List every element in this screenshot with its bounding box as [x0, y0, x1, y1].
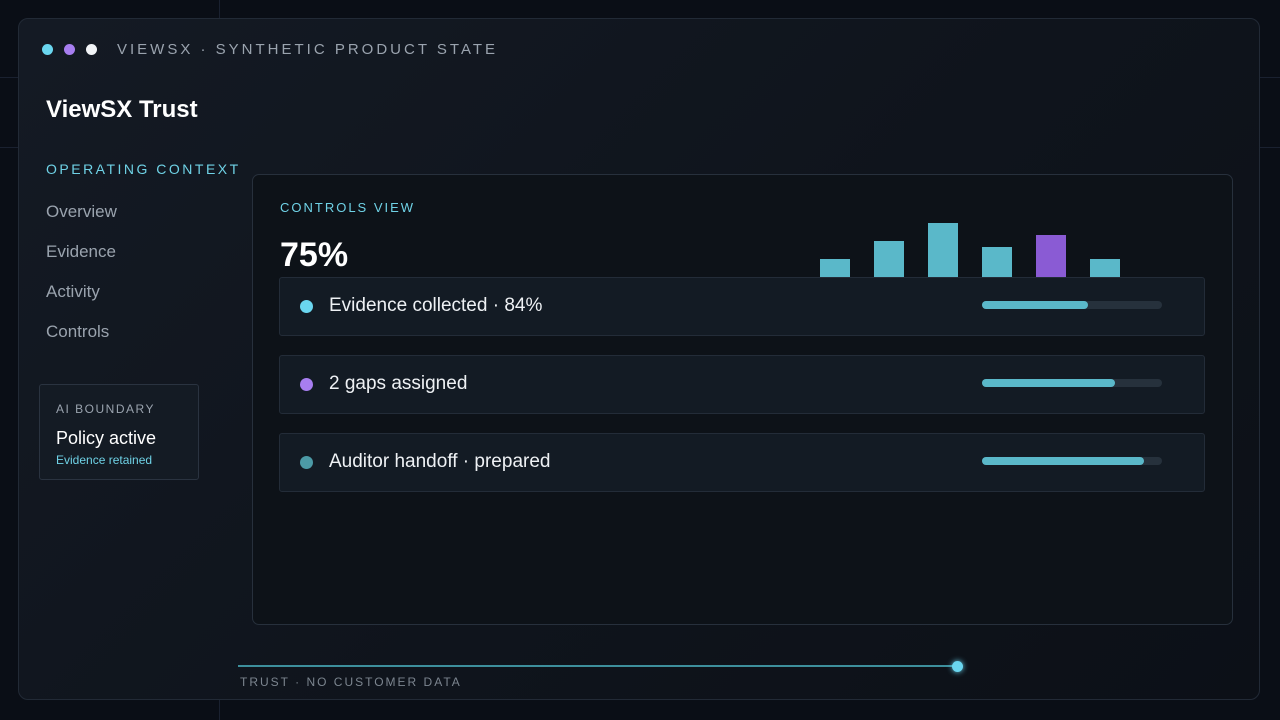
ai-boundary-card: AI BOUNDARY Policy active Evidence retai…: [39, 384, 199, 480]
window-dot-purple[interactable]: [64, 43, 75, 55]
status-row-handoff[interactable]: Auditor handoff · prepared: [279, 433, 1205, 492]
chart-bar: [1090, 259, 1120, 277]
progress-fill: [982, 379, 1116, 387]
chart-bar: [928, 223, 958, 277]
window-titlebar: VIEWSX · SYNTHETIC PRODUCT STATE: [42, 40, 498, 58]
sidebar-nav: Overview Evidence Activity Controls: [46, 200, 117, 360]
window-dot-cyan[interactable]: [42, 43, 53, 55]
window-dot-white[interactable]: [86, 43, 97, 55]
chart-bar: [820, 259, 850, 277]
sidebar-section-label: OPERATING CONTEXT: [46, 161, 241, 177]
status-row-text: 2 gaps assigned: [329, 373, 468, 394]
controls-metric: 75%: [280, 236, 349, 274]
sidebar-item-controls[interactable]: Controls: [46, 322, 110, 341]
sidebar-item-evidence[interactable]: Evidence: [46, 242, 116, 261]
sidebar-item-activity[interactable]: Activity: [46, 282, 100, 301]
window-title: VIEWSX · SYNTHETIC PRODUCT STATE: [117, 40, 499, 58]
status-row-gaps[interactable]: 2 gaps assigned: [279, 355, 1205, 414]
progress-track: [982, 301, 1162, 309]
sidebar-item-overview[interactable]: Overview: [46, 202, 117, 221]
timeline-handle[interactable]: [952, 661, 963, 672]
status-row-evidence[interactable]: Evidence collected · 84%: [279, 277, 1205, 336]
activity-bar-chart: [820, 223, 1120, 277]
chart-bar: [982, 247, 1012, 277]
ai-boundary-label: AI BOUNDARY: [56, 402, 155, 416]
status-row-text: Auditor handoff · prepared: [329, 451, 551, 472]
chart-bar: [874, 241, 904, 277]
progress-fill: [982, 301, 1089, 309]
footer-label: TRUST · NO CUSTOMER DATA: [240, 675, 462, 689]
ai-policy-status: Policy active: [56, 428, 157, 448]
status-row-text: Evidence collected · 84%: [329, 295, 543, 316]
ai-evidence-note: Evidence retained: [56, 453, 153, 467]
status-dot: [300, 300, 313, 313]
progress-track: [982, 379, 1162, 387]
progress-track: [982, 457, 1162, 465]
app-title: ViewSX Trust: [46, 96, 198, 123]
chart-bar: [1036, 235, 1066, 277]
progress-fill: [982, 457, 1144, 465]
timeline-track: [238, 665, 958, 667]
panel-label: CONTROLS VIEW: [280, 200, 416, 215]
status-dot: [300, 378, 313, 391]
status-dot: [300, 456, 313, 469]
